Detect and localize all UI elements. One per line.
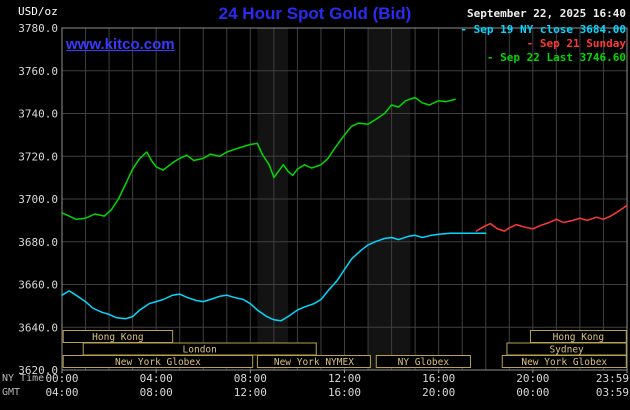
x-tick-label-ny: 08:00 [234,372,267,385]
x-tick-label-ny: 00:00 [45,372,78,385]
y-tick-label: 3760.0 [18,65,58,78]
x-tick-label-ny: 20:00 [516,372,549,385]
series-sep-19-ny-close [61,232,487,322]
legend-item: - Sep 21 Sunday [526,37,626,50]
session-label: NY Globex [398,357,450,368]
session-label: Sydney [549,345,584,356]
session-box [256,355,371,368]
series-sep-21-sunday [475,204,628,232]
y-tick-label: 3780.0 [18,22,58,35]
x-tick-label-gmt: 20:00 [422,386,455,399]
session-label: New York NYMEX [274,357,354,368]
y-tick-label: 3700.0 [18,193,58,206]
y-tick-label: 3740.0 [18,108,58,121]
x-tick-label-ny: 04:00 [140,372,173,385]
page-title: 24 Hour Spot Gold (Bid) [218,4,412,23]
y-tick-label: 3660.0 [18,279,58,292]
kitco-watermark-link[interactable]: www.kitco.com [66,36,175,53]
x-axis-caption-gmt: GMT [2,387,20,398]
datetime-label: September 22, 2025 16:40 [467,7,626,20]
y-tick-label: 3640.0 [18,321,58,334]
x-tick-label-gmt: 12:00 [234,386,267,399]
x-tick-label-gmt: 16:00 [328,386,361,399]
legend-item: - Sep 19 NY close 3684.00 [460,23,626,36]
unit-label: USD/oz [18,5,58,18]
x-tick-label-ny: 12:00 [328,372,361,385]
x-tick-label-gmt: 03:59 [596,386,629,399]
session-box [62,355,254,368]
legend: - Sep 19 NY close 3684.00- Sep 21 Sunday… [460,23,626,65]
session-box [375,355,471,368]
x-tick-label-gmt: 08:00 [140,386,173,399]
session-label: London [183,345,217,356]
series-sep-22-last [61,96,456,221]
x-tick-label-ny: 23:59 [596,372,629,385]
session-label: New York Globex [521,357,607,368]
session-box [501,355,627,368]
session-label: Hong Kong [553,332,604,343]
x-tick-label-ny: 16:00 [422,372,455,385]
legend-item: - Sep 22 Last 3746.60 [486,51,626,64]
session-label: Hong Kong [92,332,143,343]
y-tick-label: 3620.0 [18,364,58,377]
session-label: New York Globex [115,357,201,368]
y-tick-label: 3720.0 [18,150,58,163]
x-tick-label-gmt: 00:00 [516,386,549,399]
x-axis-caption-ny-time: NY Time [2,373,44,384]
y-tick-label: 3680.0 [18,236,58,249]
x-tick-label-gmt: 04:00 [45,386,78,399]
